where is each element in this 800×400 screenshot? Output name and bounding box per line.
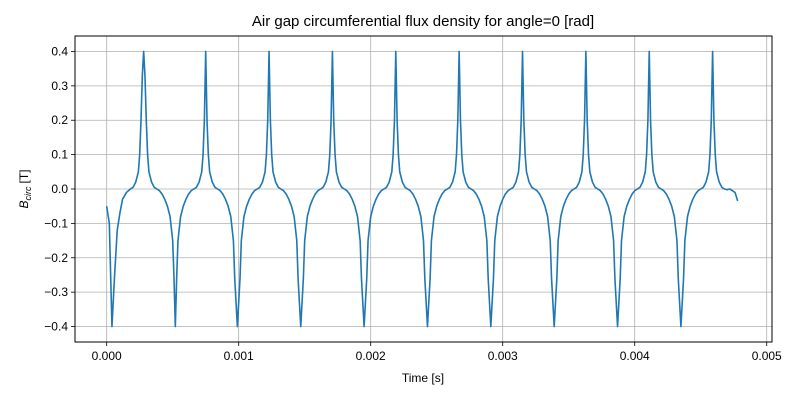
y-axis-ticks: 0.4 0.3 0.2 0.1 0.0 −0.1 −0.2 −0.3 −0.4 [44,44,75,334]
grid-lines [75,36,772,342]
x-axis-ticks: 0.000 0.001 0.002 0.003 0.004 0.005 [92,342,782,363]
y-tick-label: −0.3 [44,285,68,299]
y-tick-label: −0.1 [44,216,68,230]
y-tick-label: −0.2 [44,251,68,265]
x-tick-label: 0.002 [356,349,386,363]
x-tick-label: 0.005 [752,349,782,363]
y-axis-unit: [T] [17,169,31,183]
x-tick-label: 0.004 [620,349,650,363]
x-tick-label: 0.000 [92,349,122,363]
y-axis-symbol: B [17,200,31,208]
chart-title: Air gap circumferential flux density for… [252,13,594,30]
x-axis-label: Time [s] [402,371,444,385]
y-tick-label: 0.1 [51,148,68,162]
x-tick-label: 0.003 [488,349,518,363]
y-tick-label: 0.0 [51,182,68,196]
x-tick-label: 0.001 [224,349,254,363]
y-axis-subscript: circ [23,186,33,200]
y-axis-label: Bcirc [T] [17,169,33,208]
y-tick-label: 0.3 [51,79,68,93]
y-tick-label: 0.4 [51,44,68,58]
series-line [105,50,739,328]
y-tick-label: 0.2 [51,113,68,127]
y-tick-label: −0.4 [44,320,68,334]
